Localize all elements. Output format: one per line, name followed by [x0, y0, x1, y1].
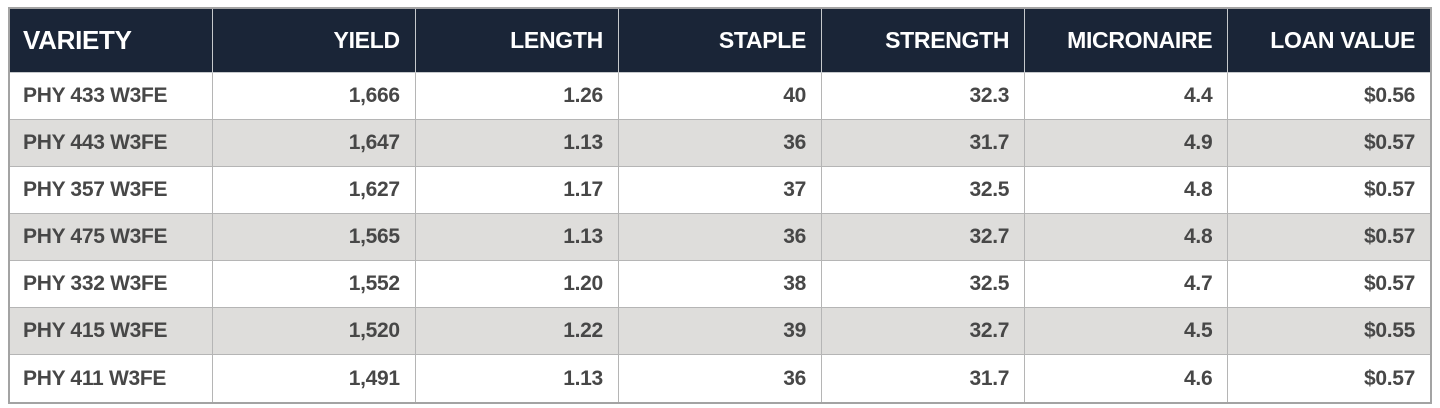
column-header-length: LENGTH: [414, 7, 619, 73]
cell-loan-value: $0.57: [1227, 354, 1432, 404]
cell-yield: 1,647: [211, 118, 416, 167]
column-header-staple: STAPLE: [617, 7, 823, 73]
column-header-variety: VARIETY: [8, 7, 213, 73]
cell-loan-value: $0.55: [1227, 307, 1432, 356]
cell-micronaire: 4.7: [1024, 260, 1229, 309]
cell-strength: 31.7: [821, 354, 1026, 404]
cell-length: 1.20: [414, 260, 619, 309]
cell-staple: 40: [617, 71, 823, 120]
cell-variety: PHY 475 W3FE: [8, 212, 213, 262]
cell-yield: 1,552: [211, 260, 416, 309]
cell-variety: PHY 443 W3FE: [8, 118, 213, 167]
table-row: PHY 357 W3FE 1,627 1.17 37 32.5 4.8 $0.57: [8, 165, 1432, 214]
cell-strength: 32.7: [821, 212, 1026, 262]
cell-variety: PHY 415 W3FE: [8, 307, 213, 356]
cell-yield: 1,627: [211, 165, 416, 214]
cell-yield: 1,520: [211, 307, 416, 356]
table-row: PHY 433 W3FE 1,666 1.26 40 32.3 4.4 $0.56: [8, 71, 1432, 120]
column-header-yield: YIELD: [211, 7, 416, 73]
cell-micronaire: 4.4: [1024, 71, 1229, 120]
table-row: PHY 475 W3FE 1,565 1.13 36 32.7 4.8 $0.57: [8, 212, 1432, 262]
cell-yield: 1,491: [211, 354, 416, 404]
cell-length: 1.17: [414, 165, 619, 214]
column-header-micronaire: MICRONAIRE: [1024, 7, 1229, 73]
cell-variety: PHY 433 W3FE: [8, 71, 213, 120]
cell-yield: 1,565: [211, 212, 416, 262]
cell-strength: 32.5: [821, 260, 1026, 309]
cell-staple: 37: [617, 165, 823, 214]
variety-performance-table: VARIETY YIELD LENGTH STAPLE STRENGTH MIC…: [8, 7, 1432, 404]
cell-staple: 39: [617, 307, 823, 356]
cell-strength: 31.7: [821, 118, 1026, 167]
cell-length: 1.26: [414, 71, 619, 120]
cell-variety: PHY 332 W3FE: [8, 260, 213, 309]
cell-strength: 32.5: [821, 165, 1026, 214]
cell-variety: PHY 357 W3FE: [8, 165, 213, 214]
cell-strength: 32.7: [821, 307, 1026, 356]
table-header: VARIETY YIELD LENGTH STAPLE STRENGTH MIC…: [8, 7, 1432, 73]
cell-loan-value: $0.57: [1227, 260, 1432, 309]
table-body: PHY 433 W3FE 1,666 1.26 40 32.3 4.4 $0.56 PHY 4…: [8, 71, 1432, 404]
cell-micronaire: 4.8: [1024, 165, 1229, 214]
cell-loan-value: $0.57: [1227, 165, 1432, 214]
table-row: PHY 332 W3FE 1,552 1.20 38 32.5 4.7 $0.57: [8, 260, 1432, 309]
cell-strength: 32.3: [821, 71, 1026, 120]
cell-loan-value: $0.56: [1227, 71, 1432, 120]
cell-staple: 36: [617, 354, 823, 404]
cell-staple: 36: [617, 212, 823, 262]
cell-loan-value: $0.57: [1227, 212, 1432, 262]
cell-micronaire: 4.5: [1024, 307, 1229, 356]
cell-length: 1.13: [414, 212, 619, 262]
column-header-loan-value: LOAN VALUE: [1227, 7, 1432, 73]
cell-micronaire: 4.8: [1024, 212, 1229, 262]
cell-length: 1.22: [414, 307, 619, 356]
cell-loan-value: $0.57: [1227, 118, 1432, 167]
table-row: PHY 415 W3FE 1,520 1.22 39 32.7 4.5 $0.55: [8, 307, 1432, 356]
cell-yield: 1,666: [211, 71, 416, 120]
table-header-row: VARIETY YIELD LENGTH STAPLE STRENGTH MIC…: [8, 7, 1432, 73]
table-row: PHY 411 W3FE 1,491 1.13 36 31.7 4.6 $0.57: [8, 354, 1432, 404]
cell-length: 1.13: [414, 118, 619, 167]
column-header-strength: STRENGTH: [821, 7, 1026, 73]
table-row: PHY 443 W3FE 1,647 1.13 36 31.7 4.9 $0.57: [8, 118, 1432, 167]
cell-length: 1.13: [414, 354, 619, 404]
cell-micronaire: 4.6: [1024, 354, 1229, 404]
cell-staple: 36: [617, 118, 823, 167]
cell-staple: 38: [617, 260, 823, 309]
cell-micronaire: 4.9: [1024, 118, 1229, 167]
cell-variety: PHY 411 W3FE: [8, 354, 213, 404]
data-table: VARIETY YIELD LENGTH STAPLE STRENGTH MIC…: [8, 7, 1432, 404]
